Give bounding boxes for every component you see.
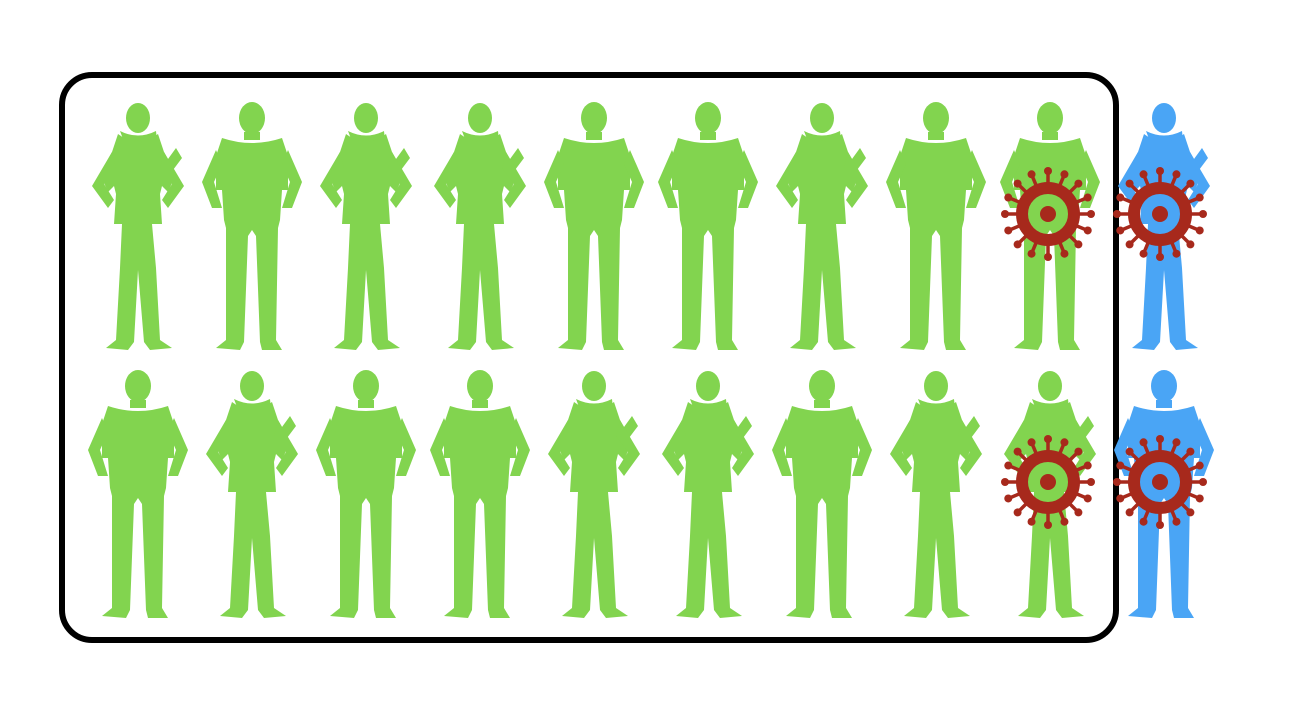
woman-silhouette-icon bbox=[548, 371, 640, 618]
person-woman-green bbox=[320, 103, 412, 350]
person-woman-green bbox=[206, 371, 298, 618]
virus-icon bbox=[1001, 435, 1095, 529]
man-silhouette-icon bbox=[316, 370, 416, 618]
woman-silhouette-icon bbox=[662, 371, 754, 618]
person-woman-green bbox=[434, 103, 526, 350]
woman-silhouette-icon bbox=[320, 103, 412, 350]
man-silhouette-icon bbox=[544, 102, 644, 350]
man-silhouette-icon bbox=[658, 102, 758, 350]
person-man-blue-infected bbox=[1113, 370, 1214, 618]
virus-icon bbox=[1001, 167, 1095, 261]
people-layer bbox=[88, 102, 1214, 618]
enclosing-frame bbox=[59, 72, 1119, 643]
person-man-green bbox=[772, 370, 872, 618]
person-woman-green bbox=[662, 371, 754, 618]
woman-silhouette-icon bbox=[92, 103, 184, 350]
man-silhouette-icon bbox=[430, 370, 530, 618]
person-woman-green-infected bbox=[1001, 371, 1096, 618]
person-man-green-infected bbox=[1000, 102, 1100, 350]
woman-silhouette-icon bbox=[434, 103, 526, 350]
virus-icon bbox=[1113, 167, 1207, 261]
man-silhouette-icon bbox=[886, 102, 986, 350]
person-woman-blue-infected bbox=[1113, 103, 1210, 350]
person-woman-green bbox=[92, 103, 184, 350]
person-man-green bbox=[316, 370, 416, 618]
person-man-green bbox=[430, 370, 530, 618]
person-man-green bbox=[658, 102, 758, 350]
person-woman-green bbox=[776, 103, 868, 350]
person-woman-green bbox=[548, 371, 640, 618]
man-silhouette-icon bbox=[88, 370, 188, 618]
virus-icon bbox=[1113, 435, 1207, 529]
woman-silhouette-icon bbox=[206, 371, 298, 618]
person-man-green bbox=[544, 102, 644, 350]
woman-silhouette-icon bbox=[890, 371, 982, 618]
woman-silhouette-icon bbox=[776, 103, 868, 350]
person-man-green bbox=[88, 370, 188, 618]
person-woman-green bbox=[890, 371, 982, 618]
person-man-green bbox=[886, 102, 986, 350]
person-man-green bbox=[202, 102, 302, 350]
man-silhouette-icon bbox=[772, 370, 872, 618]
man-silhouette-icon bbox=[202, 102, 302, 350]
